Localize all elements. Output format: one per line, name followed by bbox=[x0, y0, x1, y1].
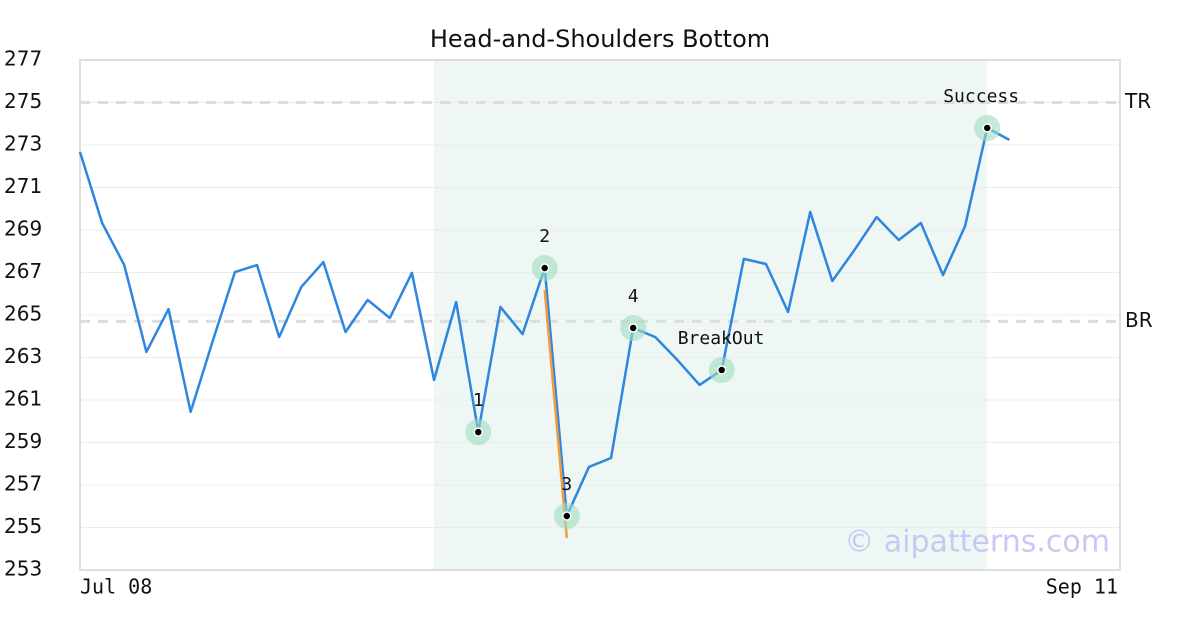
marker-dot bbox=[539, 263, 550, 273]
y-tick-label: 271 bbox=[4, 174, 42, 198]
x-axis-label: Sep 11 bbox=[1046, 575, 1118, 599]
x-axis-label: Jul 08 bbox=[80, 575, 152, 599]
y-tick-label: 257 bbox=[4, 472, 42, 496]
y-tick-label: 277 bbox=[4, 47, 42, 71]
y-tick-label: 275 bbox=[4, 89, 42, 113]
y-tick-label: 253 bbox=[4, 557, 42, 581]
chart-title: Head-and-Shoulders Bottom bbox=[430, 25, 770, 53]
y-tick-label: 269 bbox=[4, 217, 42, 241]
marker-label: 2 bbox=[539, 226, 550, 247]
watermark: © aipatterns.com bbox=[844, 525, 1110, 560]
y-tick-label: 265 bbox=[4, 302, 42, 326]
marker-label: BreakOut bbox=[678, 328, 765, 349]
plot-frame bbox=[79, 59, 1121, 571]
level-label: BR bbox=[1125, 308, 1153, 332]
marker-label: 4 bbox=[628, 286, 639, 307]
marker-label: Success bbox=[943, 86, 1019, 107]
y-tick-label: 259 bbox=[4, 429, 42, 453]
y-tick-label: 267 bbox=[4, 259, 42, 283]
marker-dot bbox=[716, 365, 727, 375]
y-tick-label: 263 bbox=[4, 344, 42, 368]
level-label: TR bbox=[1124, 89, 1151, 113]
marker-label: 1 bbox=[473, 390, 484, 411]
marker-dot bbox=[473, 427, 484, 437]
marker-dot bbox=[982, 123, 992, 133]
y-tick-label: 261 bbox=[4, 387, 42, 411]
marker-dot bbox=[562, 511, 572, 521]
marker-label: 3 bbox=[561, 474, 572, 495]
marker-dot bbox=[628, 323, 638, 333]
y-tick-label: 255 bbox=[4, 514, 42, 538]
y-tick-label: 273 bbox=[4, 132, 42, 156]
